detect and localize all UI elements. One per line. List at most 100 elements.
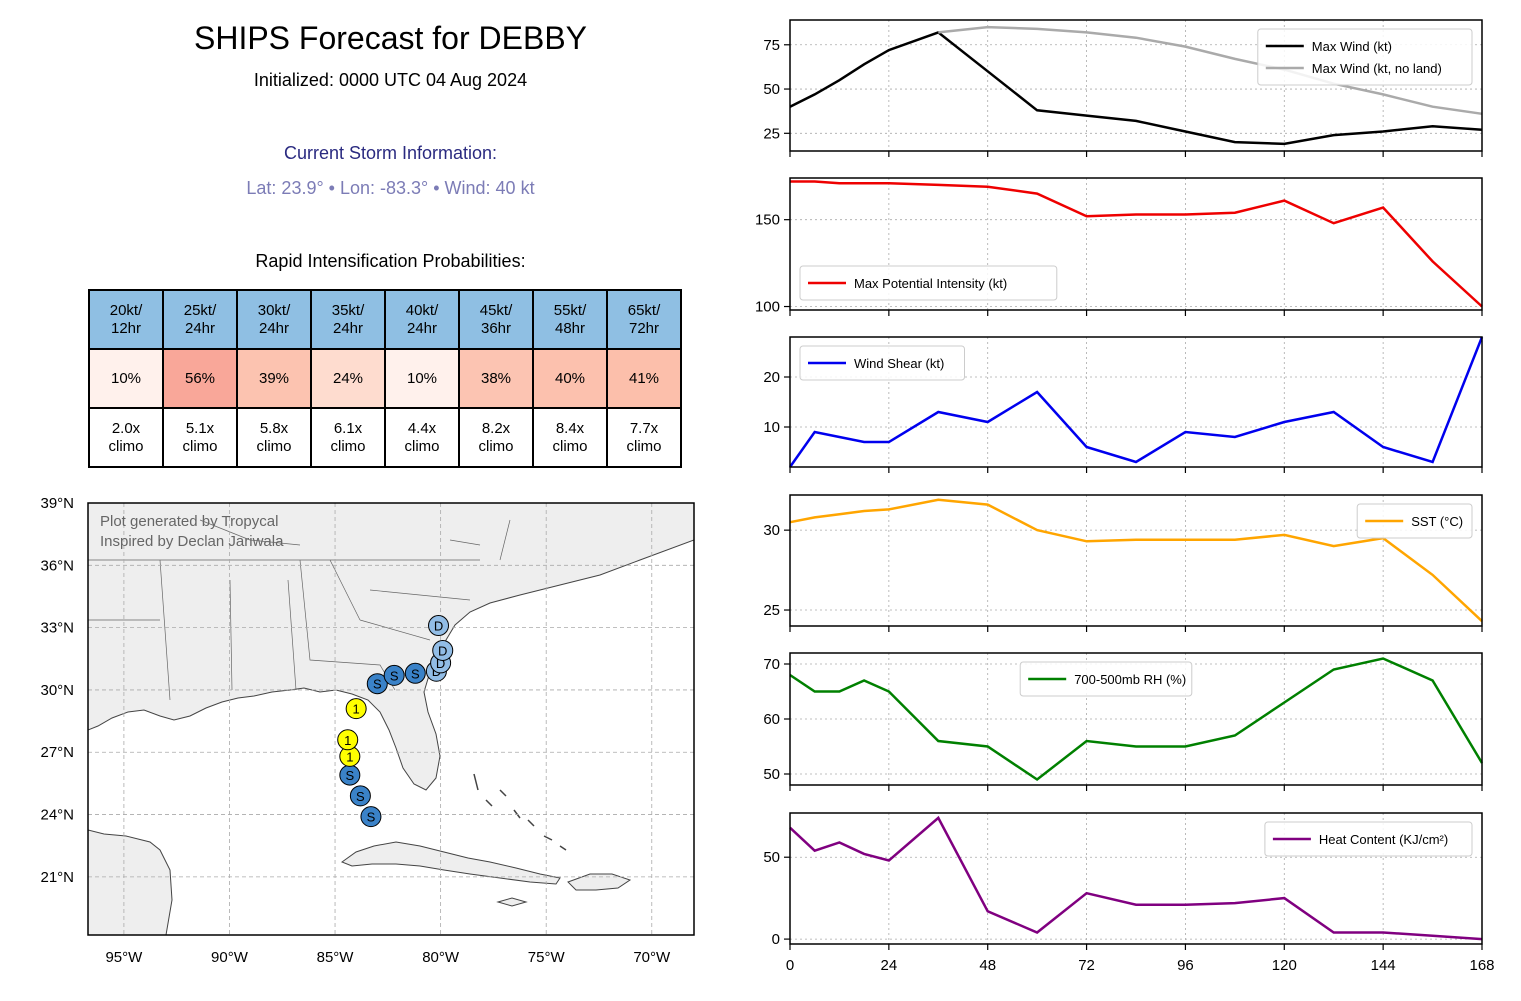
- current-storm-heading: Current Storm Information:: [283, 143, 498, 163]
- ri-climo-cell: 5.8x climo: [236, 407, 312, 468]
- y-tick-label: 50: [763, 81, 780, 98]
- track-point-marker: [383, 664, 405, 686]
- track-point-marker: [349, 785, 371, 807]
- y-tick-label: 30: [763, 522, 780, 539]
- y-tick-label: 20: [763, 369, 780, 386]
- mexico-land: [88, 829, 173, 935]
- map-credit: Inspired by Declan Jariwala: [100, 533, 284, 550]
- legend-label: Max Wind (kt): [1312, 39, 1392, 54]
- track-point-label: 1: [353, 702, 360, 717]
- ri-header-cell: 20kt/12hr: [88, 289, 164, 350]
- track-point-label: D: [436, 656, 445, 671]
- map-lat-label: 27°N: [40, 744, 74, 761]
- y-tick-label: 50: [763, 766, 780, 783]
- map-frame: [87, 502, 695, 936]
- legend-box: [1264, 821, 1473, 857]
- map-lat-label: 36°N: [40, 557, 74, 574]
- track-point-marker: [404, 662, 426, 684]
- map-lat-labels: 39°N 36°N 33°N 30°N 27°N 24°N 21°N: [40, 495, 74, 886]
- track-point-label: 1: [346, 749, 353, 764]
- panel-1: 100 150 Max Potential Intensity (kt): [755, 177, 1483, 316]
- forecast-track: SSS111SSSDDDD: [337, 615, 454, 828]
- track-point: S: [404, 662, 426, 684]
- y-tick-label: 60: [763, 711, 780, 728]
- panel-2: 10 20 Wind Shear (kt): [763, 336, 1484, 473]
- track-point-label: S: [367, 810, 376, 825]
- track-point-marker: [366, 673, 388, 695]
- ri-climo-cell: 2.0x climo: [88, 407, 164, 468]
- chart-title: SHIPS Forecast for DEBBY: [193, 20, 587, 56]
- map-lat-label: 33°N: [40, 620, 74, 637]
- track-point-label: S: [373, 677, 382, 692]
- panel-frame: [789, 19, 1483, 152]
- y-tick-label: 70: [763, 656, 780, 673]
- map-lon-label: 90°W: [211, 949, 249, 966]
- ri-probability-cell: 56%: [162, 348, 238, 409]
- ri-probability-cell: 39%: [236, 348, 312, 409]
- track-point-marker: [432, 639, 454, 661]
- map-land: [88, 503, 694, 935]
- ri-climo-cell: 6.1x climo: [310, 407, 386, 468]
- ri-probability-cell: 24%: [310, 348, 386, 409]
- legend-label: Heat Content (KJ/cm²): [1319, 832, 1448, 847]
- map-lat-label: 24°N: [40, 807, 74, 824]
- ri-header-cell: 45kt/36hr: [458, 289, 534, 350]
- series-line: [790, 180, 1483, 308]
- x-tick-label: 0: [786, 957, 794, 974]
- ri-probability-row: 10% 56% 39% 24% 10% 38% 40% 41%: [88, 348, 682, 409]
- ri-header-cell: 65kt/72hr: [606, 289, 682, 350]
- map-lon-label: 75°W: [528, 949, 566, 966]
- ri-climo-cell: 4.4x climo: [384, 407, 460, 468]
- track-point-label: D: [438, 643, 447, 658]
- legend-box: [799, 265, 1058, 301]
- track-point: D: [428, 615, 450, 637]
- current-storm-info: Lat: 23.9° • Lon: -83.3° • Wind: 40 kt: [246, 178, 535, 198]
- map-lon-labels: 95°W 90°W 85°W 80°W 75°W 70°W: [105, 949, 671, 966]
- track-point: S: [349, 785, 371, 807]
- track-point: S: [383, 664, 405, 686]
- forecast-time-series-panels: 25 50 75 Max Wind (kt) Max Wind (kt, no land…: [755, 19, 1495, 974]
- map-credit: Plot generated by Tropycal: [100, 513, 278, 530]
- track-point-label: S: [390, 668, 399, 683]
- legend: Max Potential Intensity (kt): [799, 265, 1058, 301]
- map-lon-label: 70°W: [633, 949, 671, 966]
- map-lat-label: 39°N: [40, 495, 74, 512]
- hispaniola-land: [567, 873, 632, 891]
- x-tick-label: 48: [979, 957, 996, 974]
- x-tick-label: 24: [881, 957, 898, 974]
- legend-box: [1019, 661, 1193, 697]
- series-line: [789, 815, 1483, 941]
- legend-box: [799, 345, 965, 381]
- ri-probability-cell: 10%: [384, 348, 460, 409]
- y-tick-label: 50: [763, 849, 780, 866]
- legend-label: 700-500mb RH (%): [1074, 672, 1186, 687]
- legend: Heat Content (KJ/cm²): [1264, 821, 1473, 857]
- jamaica-land: [496, 897, 528, 907]
- legend: SST (°C): [1356, 503, 1473, 539]
- track-point-label: S: [411, 666, 420, 681]
- us-land: [88, 503, 694, 791]
- map-lat-label: 30°N: [40, 682, 74, 699]
- legend: Wind Shear (kt): [799, 345, 965, 381]
- legend-label: Max Wind (kt, no land): [1312, 61, 1442, 76]
- y-tick-label: 25: [763, 125, 780, 142]
- y-tick-label: 100: [755, 299, 780, 316]
- legend: 700-500mb RH (%): [1019, 661, 1193, 697]
- ri-header-cell: 55kt/48hr: [532, 289, 608, 350]
- ri-climo-row: 2.0x climo 5.1x climo 5.8x climo 6.1x climo …: [88, 407, 682, 468]
- series-line: [788, 336, 1484, 468]
- panel-frame: [789, 812, 1483, 945]
- track-point-marker: [337, 729, 359, 751]
- legend-label: Max Potential Intensity (kt): [854, 276, 1007, 291]
- y-tick-label: 75: [763, 37, 780, 54]
- ri-header-cell: 30kt/24hr: [236, 289, 312, 350]
- legend-box: [1257, 28, 1473, 86]
- panel-4: 50 60 70 700-500mb RH (%): [763, 652, 1484, 791]
- series-line: [789, 498, 1483, 623]
- y-tick-label: 0: [772, 931, 780, 948]
- ri-probability-cell: 41%: [606, 348, 682, 409]
- series-line: [938, 25, 1483, 116]
- panel-frame: [789, 336, 1483, 468]
- track-point-marker: [345, 698, 367, 720]
- ri-climo-cell: 8.4x climo: [532, 407, 608, 468]
